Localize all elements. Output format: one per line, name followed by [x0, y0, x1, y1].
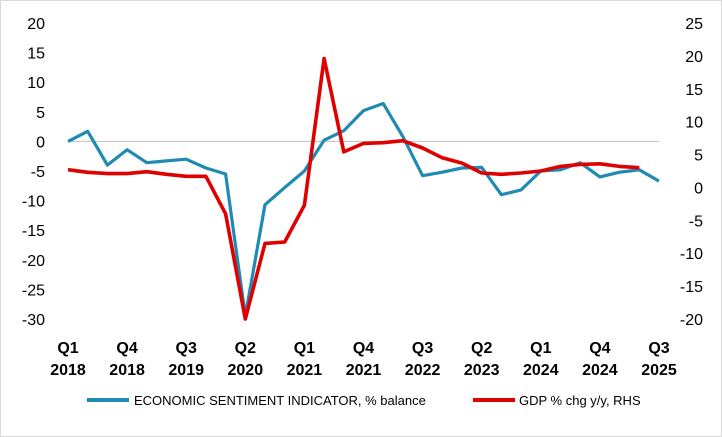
left-tick-label: -30	[22, 312, 45, 329]
right-tick-label: -15	[680, 279, 703, 296]
x-tick-quarter: Q1	[57, 340, 78, 357]
right-tick-label: 5	[694, 148, 703, 165]
left-tick-label: 10	[27, 75, 45, 92]
left-tick-label: -25	[22, 282, 45, 299]
right-tick-label: 10	[685, 115, 703, 132]
left-tick-label: 0	[36, 134, 45, 151]
right-tick-label: 0	[694, 180, 703, 197]
right-tick-label: -5	[689, 213, 703, 230]
series-lines	[67, 56, 660, 321]
x-tick-year: 2018	[50, 362, 86, 379]
x-tick-year: 2025	[641, 362, 677, 379]
x-tick-quarter: Q3	[176, 340, 197, 357]
x-tick-year: 2024	[582, 362, 618, 379]
x-tick-year: 2021	[287, 362, 323, 379]
left-axis-ticks: 20 15 10 5 0 -5 -10 -15 -20 -25 -30	[22, 16, 45, 329]
x-tick-quarter: Q1	[530, 340, 551, 357]
x-tick-year: 2019	[168, 362, 204, 379]
left-tick-label: -15	[22, 223, 45, 240]
right-tick-label: -20	[680, 312, 703, 329]
legend-label: GDP % chg y/y, RHS	[519, 393, 641, 408]
x-tick-quarter: Q3	[648, 340, 669, 357]
right-tick-label: 25	[685, 16, 703, 33]
x-tick-year: 2022	[405, 362, 441, 379]
x-tick-quarter: Q2	[235, 340, 256, 357]
legend-label: ECONOMIC SENTIMENT INDICATOR, % balance	[134, 393, 426, 408]
sentiment-series-line	[67, 101, 660, 318]
left-tick-label: 20	[27, 16, 45, 33]
x-tick-year: 2021	[346, 362, 382, 379]
right-axis-ticks: 25 20 15 10 5 0 -5 -10 -15 -20	[680, 16, 703, 329]
right-tick-label: 20	[685, 49, 703, 66]
x-axis-ticks: Q1 2018 Q4 2018 Q3 2019 Q2 2020 Q1 2021 Q4 2021 Q3 20…	[50, 340, 677, 379]
left-tick-label: -20	[22, 253, 45, 270]
x-tick-year: 2020	[228, 362, 264, 379]
right-tick-label: -10	[680, 246, 703, 263]
gdp-series-line	[67, 56, 640, 321]
legend: ECONOMIC SENTIMENT INDICATOR, % balance G…	[87, 393, 641, 408]
right-tick-label: 15	[685, 82, 703, 99]
left-tick-label: -5	[31, 164, 45, 181]
left-tick-label: 15	[27, 46, 45, 63]
x-tick-year: 2023	[464, 362, 500, 379]
x-tick-quarter: Q2	[471, 340, 492, 357]
x-tick-quarter: Q3	[412, 340, 433, 357]
x-tick-year: 2018	[109, 362, 145, 379]
x-tick-year: 2024	[523, 362, 559, 379]
x-tick-quarter: Q1	[294, 340, 315, 357]
left-tick-label: -10	[22, 194, 45, 211]
x-tick-quarter: Q4	[589, 340, 610, 357]
left-tick-label: 5	[36, 105, 45, 122]
x-tick-quarter: Q4	[116, 340, 137, 357]
x-tick-quarter: Q4	[353, 340, 374, 357]
